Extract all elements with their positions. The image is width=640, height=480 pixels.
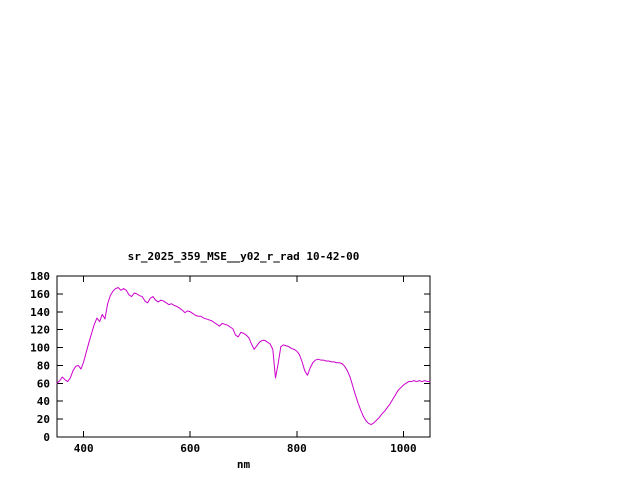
y-tick-label: 40: [37, 395, 50, 408]
y-tick-label: 120: [30, 324, 50, 337]
y-tick-label: 100: [30, 342, 50, 355]
chart-title: sr_2025_359_MSE__y02_r_rad 10-42-00: [127, 250, 360, 263]
y-tick-label: 180: [30, 270, 50, 283]
x-axis-label: nm: [236, 458, 251, 471]
y-tick-label: 140: [30, 306, 50, 319]
x-tick-label: 600: [180, 442, 200, 455]
x-tick-label: 800: [287, 442, 307, 455]
y-tick-label: 80: [37, 359, 50, 372]
y-tick-label: 0: [43, 431, 50, 444]
plot-border: [56, 275, 431, 438]
y-tick-label: 20: [37, 413, 50, 426]
y-tick-label: 160: [30, 288, 50, 301]
x-tick-label: 1000: [390, 442, 417, 455]
plot-area: 0 20 40 60 80 100 120 140 160 180 400 600 800 1000: [30, 270, 431, 455]
y-tick-label: 60: [37, 377, 50, 390]
series-line: [56, 287, 431, 425]
x-tick-label: 400: [74, 442, 94, 455]
